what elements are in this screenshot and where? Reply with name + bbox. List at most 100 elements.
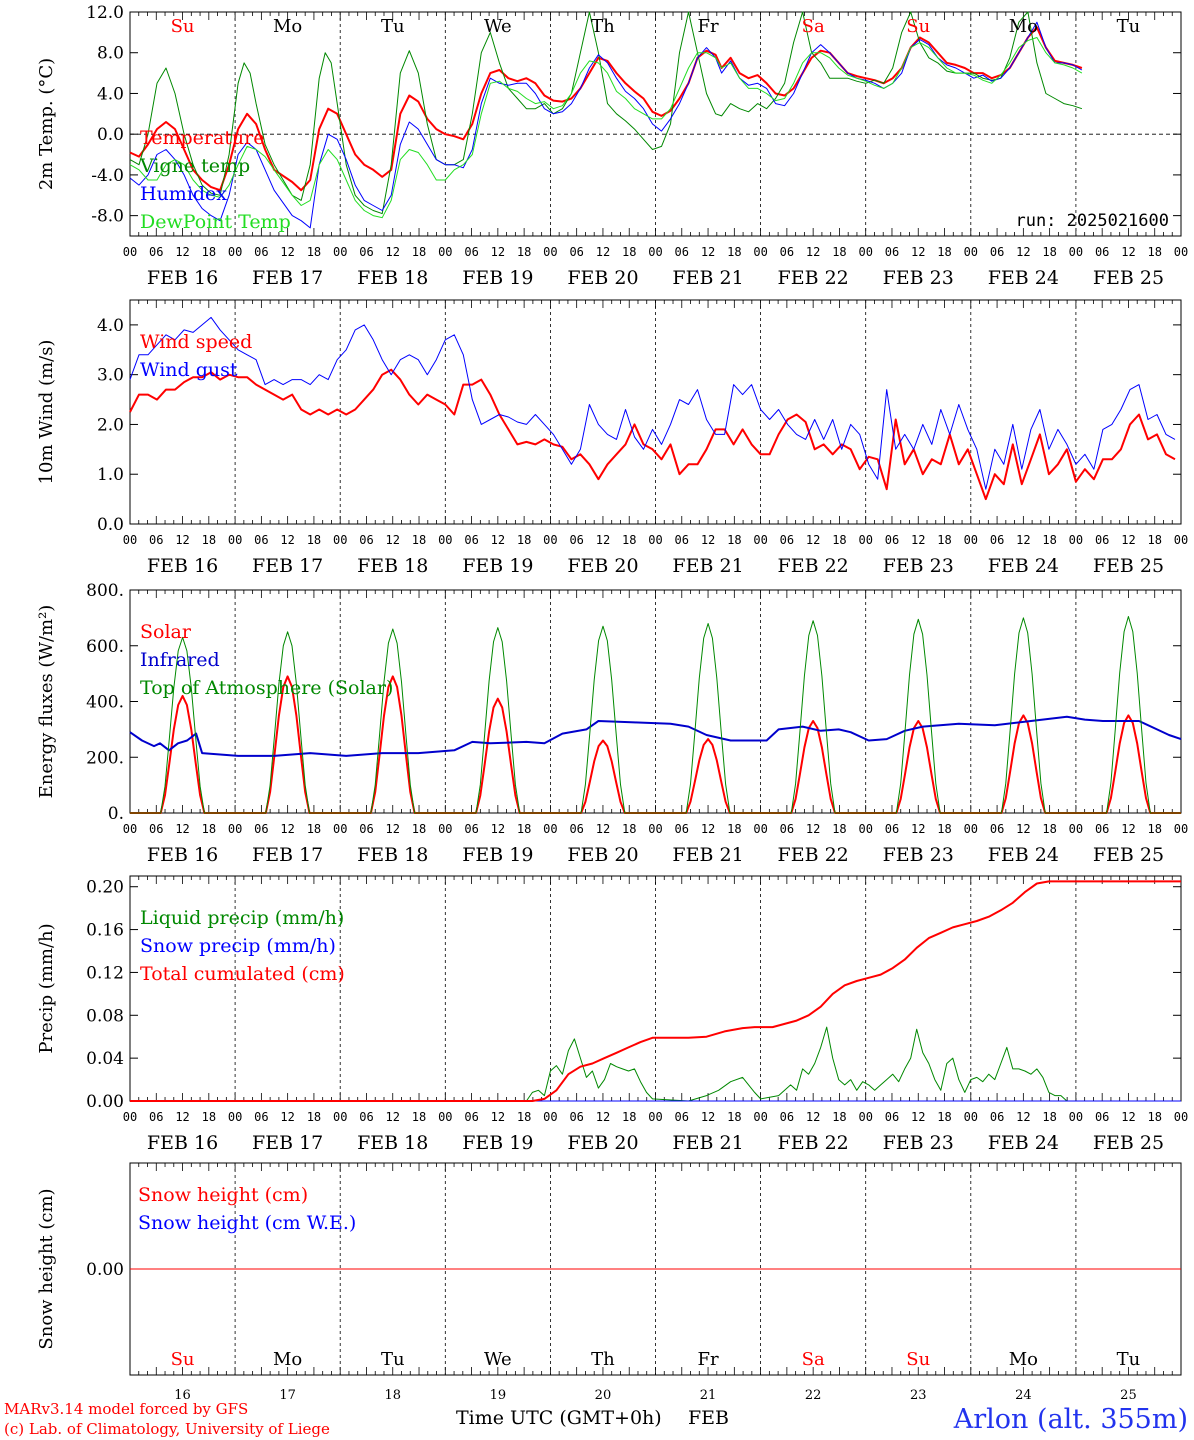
hour-tick-label: 18 bbox=[307, 245, 321, 259]
day-number: 21 bbox=[700, 1388, 717, 1403]
y-tick-label: 1.0 bbox=[97, 465, 124, 485]
weekday-label: Tu bbox=[1117, 16, 1141, 37]
hour-tick-label: 06 bbox=[464, 245, 478, 259]
series-line-top-of-atmosphere-solar- bbox=[130, 616, 1181, 814]
hour-tick-label: 00 bbox=[228, 822, 242, 836]
hour-tick-label: 12 bbox=[386, 533, 400, 547]
hour-tick-label: 18 bbox=[307, 1110, 321, 1124]
hour-tick-label: 00 bbox=[1174, 822, 1188, 836]
y-tick-label: 12.0 bbox=[86, 3, 124, 23]
date-label: FEB 18 bbox=[357, 1132, 428, 1154]
hour-tick-label: 18 bbox=[517, 822, 531, 836]
hour-tick-label: 18 bbox=[727, 245, 741, 259]
hour-tick-label: 00 bbox=[753, 1110, 767, 1124]
hour-tick-label: 06 bbox=[464, 533, 478, 547]
hour-tick-label: 06 bbox=[990, 822, 1004, 836]
hour-tick-label: 12 bbox=[701, 533, 715, 547]
y-tick-label: 200. bbox=[86, 748, 124, 768]
hour-tick-label: 06 bbox=[254, 1110, 268, 1124]
date-label: FEB 17 bbox=[252, 267, 323, 289]
y-tick-label: 8.0 bbox=[97, 44, 124, 64]
weekday-label: Tu bbox=[381, 16, 405, 37]
time-ticks bbox=[129, 1163, 1182, 1375]
y-axis-label: Precip (mm/h) bbox=[36, 923, 57, 1053]
day-number: 25 bbox=[1120, 1388, 1137, 1403]
weekday-label: Su bbox=[171, 1349, 195, 1370]
hour-tick-label: 12 bbox=[1016, 245, 1030, 259]
series-line-wind-gust bbox=[129, 316, 1176, 490]
hour-tick-label: 12 bbox=[1121, 822, 1135, 836]
legend-entry: Humidex bbox=[140, 183, 227, 205]
hour-tick-label: 00 bbox=[333, 1110, 347, 1124]
date-label: FEB 17 bbox=[252, 844, 323, 866]
panel-1: -8.0 -4.0 0.0 4.0 8.0 12.0 2m Temp. (°C) Temper… bbox=[36, 3, 1188, 289]
weekday-label: Mo bbox=[1009, 16, 1038, 37]
weekday-label: Mo bbox=[1009, 1349, 1038, 1370]
hour-tick-label: 12 bbox=[280, 533, 294, 547]
hour-tick-label: 12 bbox=[175, 533, 189, 547]
hour-tick-label: 18 bbox=[832, 533, 846, 547]
hour-tick-label: 18 bbox=[412, 533, 426, 547]
hour-tick-label: 06 bbox=[149, 1110, 163, 1124]
hour-tick-label: 12 bbox=[175, 822, 189, 836]
y-tick-label: 0. bbox=[108, 804, 124, 824]
hour-tick-label: 06 bbox=[254, 245, 268, 259]
hour-tick-label: 06 bbox=[149, 533, 163, 547]
y-tick-label: 600. bbox=[86, 637, 124, 657]
y-tick-label: 0.00 bbox=[86, 1260, 124, 1280]
legend-entry: Temperature bbox=[140, 127, 264, 149]
hour-tick-label: 00 bbox=[753, 822, 767, 836]
hour-tick-label: 00 bbox=[123, 245, 137, 259]
date-label: FEB 21 bbox=[672, 267, 743, 289]
date-label: FEB 25 bbox=[1093, 555, 1164, 577]
hour-tick-label: 06 bbox=[1095, 1110, 1109, 1124]
hour-tick-label: 12 bbox=[280, 822, 294, 836]
series-line-total-cumulated-cm- bbox=[130, 880, 1181, 1102]
hour-tick-label: 06 bbox=[359, 245, 373, 259]
hour-tick-label: 18 bbox=[727, 822, 741, 836]
hour-tick-label: 06 bbox=[359, 822, 373, 836]
hour-tick-label: 00 bbox=[1174, 1110, 1188, 1124]
hour-tick-label: 06 bbox=[885, 533, 899, 547]
hour-tick-label: 00 bbox=[964, 822, 978, 836]
hour-tick-label: 12 bbox=[386, 1110, 400, 1124]
y-tick-label: 3.0 bbox=[97, 366, 124, 386]
hour-tick-label: 18 bbox=[937, 822, 951, 836]
hour-tick-label: 06 bbox=[1095, 245, 1109, 259]
weekday-label: We bbox=[484, 1349, 512, 1370]
weekday-label: Th bbox=[591, 16, 615, 37]
weekday-label: We bbox=[484, 16, 512, 37]
hour-tick-label: 18 bbox=[412, 822, 426, 836]
hour-tick-label: 12 bbox=[491, 245, 505, 259]
date-label: FEB 23 bbox=[883, 844, 954, 866]
hour-tick-label: 18 bbox=[622, 533, 636, 547]
hour-tick-label: 18 bbox=[1042, 1110, 1056, 1124]
hour-tick-label: 00 bbox=[1069, 1110, 1083, 1124]
hour-tick-label: 18 bbox=[307, 533, 321, 547]
hour-tick-label: 12 bbox=[701, 822, 715, 836]
hour-tick-label: 06 bbox=[1095, 533, 1109, 547]
hour-tick-label: 06 bbox=[990, 245, 1004, 259]
hour-tick-label: 18 bbox=[1147, 1110, 1161, 1124]
legend-entry: Infrared bbox=[140, 649, 220, 671]
day-number: 17 bbox=[279, 1388, 296, 1403]
weekday-label: Sa bbox=[802, 1349, 825, 1370]
y-tick-label: 0.20 bbox=[86, 878, 124, 898]
series-line-wind-speed bbox=[129, 368, 1176, 501]
date-label: FEB 21 bbox=[672, 1132, 743, 1154]
y-tick-label: 0.08 bbox=[86, 1006, 124, 1026]
date-label: FEB 21 bbox=[672, 555, 743, 577]
day-number: 19 bbox=[490, 1388, 507, 1403]
date-label: FEB 19 bbox=[462, 844, 533, 866]
hour-tick-label: 06 bbox=[359, 533, 373, 547]
series-line-humidex bbox=[129, 21, 1083, 229]
hour-tick-label: 18 bbox=[832, 245, 846, 259]
hour-tick-label: 18 bbox=[1147, 245, 1161, 259]
hour-tick-label: 00 bbox=[543, 245, 557, 259]
hour-tick-label: 18 bbox=[517, 245, 531, 259]
hour-tick-label: 00 bbox=[438, 245, 452, 259]
hour-tick-label: 12 bbox=[491, 1110, 505, 1124]
hour-tick-label: 18 bbox=[1042, 822, 1056, 836]
date-label: FEB 17 bbox=[252, 555, 323, 577]
hour-tick-label: 00 bbox=[648, 822, 662, 836]
